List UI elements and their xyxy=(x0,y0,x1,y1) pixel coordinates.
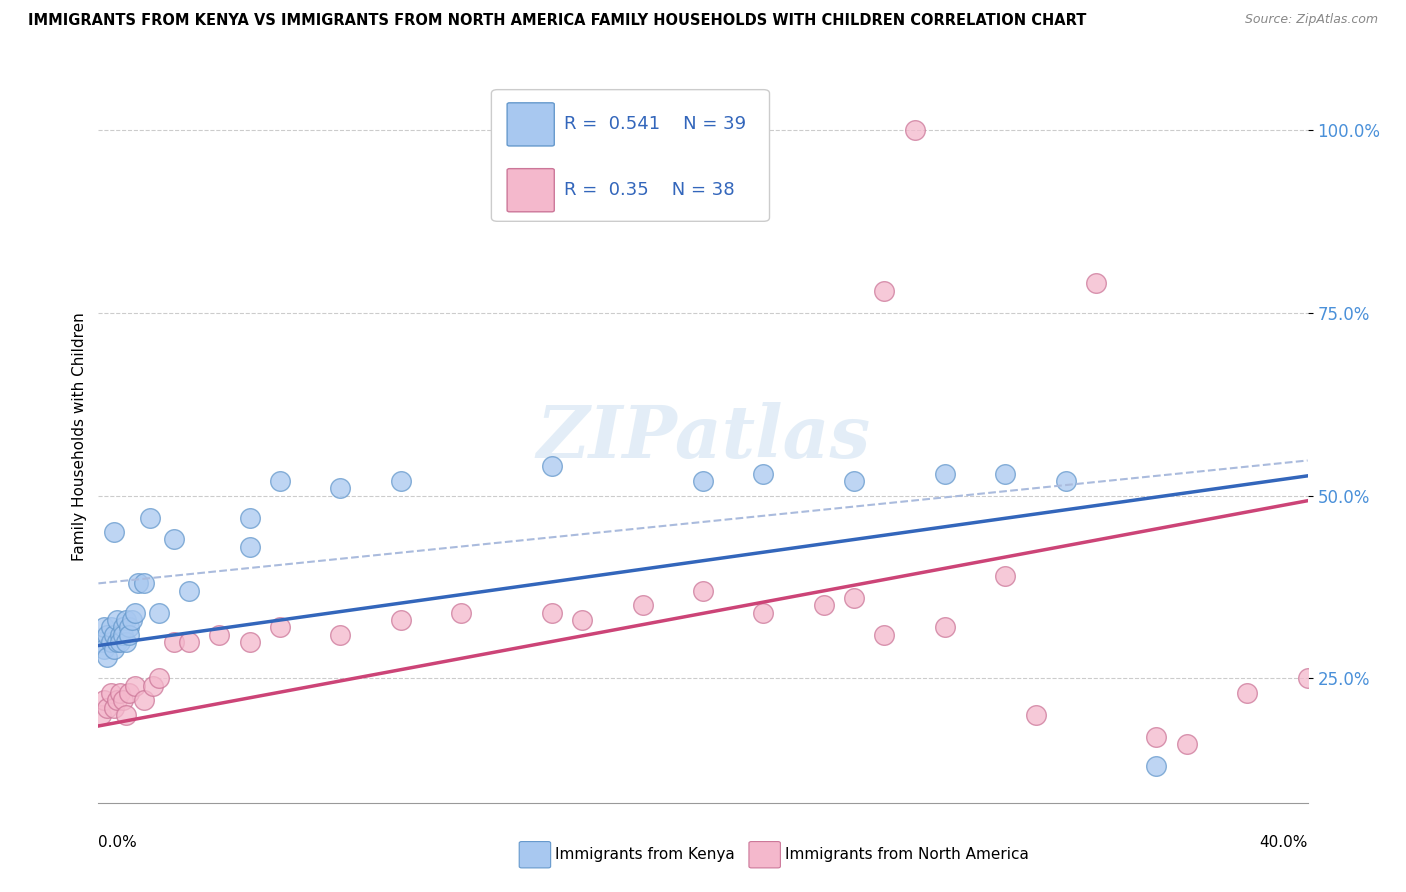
Text: Immigrants from Kenya: Immigrants from Kenya xyxy=(555,847,735,863)
Point xyxy=(105,613,128,627)
Point xyxy=(114,635,136,649)
Point xyxy=(179,583,201,598)
Point xyxy=(631,599,654,613)
Point xyxy=(148,672,170,686)
Point xyxy=(844,474,866,488)
Point xyxy=(124,679,146,693)
Point xyxy=(103,700,125,714)
Point xyxy=(873,627,896,641)
FancyBboxPatch shape xyxy=(508,103,554,146)
Point xyxy=(450,606,472,620)
Point xyxy=(813,599,835,613)
Point xyxy=(100,620,122,634)
Point xyxy=(269,474,291,488)
Point xyxy=(108,686,131,700)
Point xyxy=(105,693,128,707)
Text: R =  0.541    N = 39: R = 0.541 N = 39 xyxy=(564,115,747,134)
Point xyxy=(111,693,134,707)
FancyBboxPatch shape xyxy=(519,841,551,868)
Point xyxy=(239,635,262,649)
Point xyxy=(142,679,165,693)
Point xyxy=(1054,474,1077,488)
Point xyxy=(1175,737,1198,751)
FancyBboxPatch shape xyxy=(508,169,554,211)
Y-axis label: Family Households with Children: Family Households with Children xyxy=(72,313,87,561)
Point xyxy=(108,635,131,649)
Point xyxy=(752,606,775,620)
Point xyxy=(124,606,146,620)
Point xyxy=(96,627,118,641)
Point xyxy=(752,467,775,481)
Point xyxy=(692,583,714,598)
Point xyxy=(179,635,201,649)
Point xyxy=(96,649,118,664)
Point xyxy=(103,627,125,641)
Point xyxy=(329,481,352,495)
FancyBboxPatch shape xyxy=(492,89,769,221)
Point xyxy=(934,620,956,634)
Point xyxy=(239,540,262,554)
Point xyxy=(1144,730,1167,744)
Point xyxy=(127,576,149,591)
Point xyxy=(139,510,162,524)
Point xyxy=(100,635,122,649)
Point xyxy=(148,606,170,620)
Point xyxy=(108,627,131,641)
Point xyxy=(844,591,866,605)
Point xyxy=(994,569,1017,583)
Point xyxy=(1236,686,1258,700)
Point xyxy=(873,284,896,298)
Point xyxy=(114,708,136,723)
Point xyxy=(103,525,125,540)
Text: Immigrants from North America: Immigrants from North America xyxy=(785,847,1029,863)
Point xyxy=(208,627,231,641)
Point xyxy=(934,467,956,481)
Point xyxy=(93,693,115,707)
Text: IMMIGRANTS FROM KENYA VS IMMIGRANTS FROM NORTH AMERICA FAMILY HOUSEHOLDS WITH CH: IMMIGRANTS FROM KENYA VS IMMIGRANTS FROM… xyxy=(28,13,1087,29)
Point xyxy=(90,708,112,723)
Point xyxy=(121,613,143,627)
Point xyxy=(904,123,927,137)
Point xyxy=(93,620,115,634)
Point xyxy=(269,620,291,634)
Point xyxy=(103,642,125,657)
Point xyxy=(389,613,412,627)
FancyBboxPatch shape xyxy=(749,841,780,868)
Point xyxy=(1024,708,1046,723)
Text: 40.0%: 40.0% xyxy=(1260,835,1308,850)
Point xyxy=(571,613,593,627)
Point xyxy=(1144,759,1167,773)
Point xyxy=(118,686,141,700)
Point xyxy=(329,627,352,641)
Point xyxy=(90,635,112,649)
Text: ZIPatlas: ZIPatlas xyxy=(536,401,870,473)
Point xyxy=(994,467,1017,481)
Point xyxy=(163,635,186,649)
Point xyxy=(111,627,134,641)
Text: R =  0.35    N = 38: R = 0.35 N = 38 xyxy=(564,181,734,199)
Point xyxy=(132,693,155,707)
Point xyxy=(692,474,714,488)
Point xyxy=(105,635,128,649)
Point xyxy=(163,533,186,547)
Text: 0.0%: 0.0% xyxy=(98,835,138,850)
Point xyxy=(100,686,122,700)
Point xyxy=(239,510,262,524)
Text: Source: ZipAtlas.com: Source: ZipAtlas.com xyxy=(1244,13,1378,27)
Point xyxy=(540,606,562,620)
Point xyxy=(111,620,134,634)
Point xyxy=(132,576,155,591)
Point xyxy=(389,474,412,488)
Point xyxy=(118,620,141,634)
Point xyxy=(1085,277,1108,291)
Point xyxy=(96,700,118,714)
Point xyxy=(1296,672,1319,686)
Point xyxy=(93,642,115,657)
Point xyxy=(114,613,136,627)
Point xyxy=(540,459,562,474)
Point xyxy=(118,627,141,641)
